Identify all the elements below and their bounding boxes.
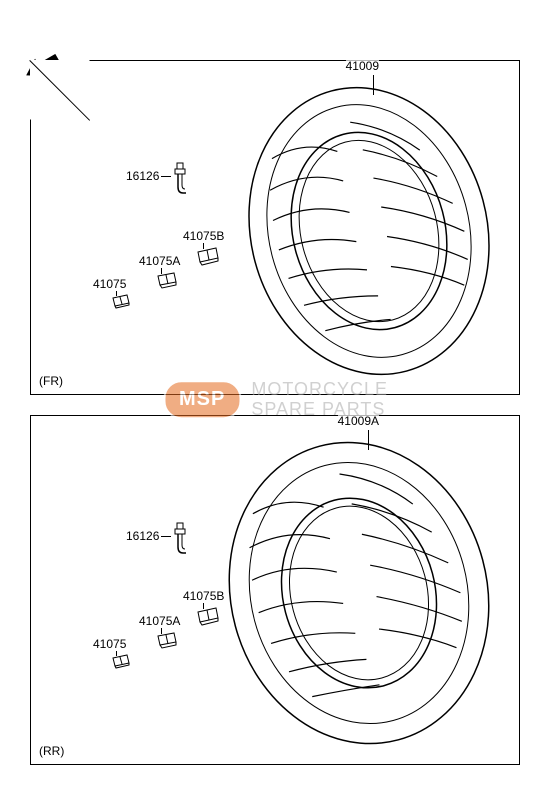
valve-rear bbox=[171, 521, 189, 561]
panel-front: 41009 16126 41075B bbox=[30, 60, 520, 395]
callout-valve-front: 16126 bbox=[126, 169, 159, 183]
callout-line bbox=[368, 430, 369, 450]
callout-valve-rear: 16126 bbox=[126, 529, 159, 543]
tire-front bbox=[239, 76, 499, 391]
panel-rear: 41009A 16126 41075B bbox=[30, 415, 520, 765]
tire-rear bbox=[219, 431, 499, 761]
callout-line bbox=[203, 243, 204, 249]
weight-c-rear bbox=[196, 606, 220, 631]
callout-tire-front: 41009 bbox=[346, 59, 379, 73]
weight-c-front bbox=[196, 246, 220, 271]
callout-weight-a-rear: 41075 bbox=[93, 637, 126, 651]
callout-weight-b-rear: 41075A bbox=[139, 614, 180, 628]
callout-weight-b-front: 41075A bbox=[139, 254, 180, 268]
callout-line bbox=[161, 536, 171, 537]
callout-weight-c-front: 41075B bbox=[183, 229, 224, 243]
callout-line bbox=[203, 603, 204, 609]
callout-line bbox=[373, 75, 374, 95]
weight-b-front bbox=[156, 271, 178, 294]
callout-line bbox=[161, 268, 162, 274]
weight-b-rear bbox=[156, 631, 178, 654]
callout-weight-a-front: 41075 bbox=[93, 277, 126, 291]
weight-a-front bbox=[111, 293, 131, 314]
panel-label-front: (FR) bbox=[39, 374, 63, 388]
weight-a-rear bbox=[111, 653, 131, 674]
callout-line bbox=[161, 176, 171, 177]
callout-weight-c-rear: 41075B bbox=[183, 589, 224, 603]
callout-tire-rear: 41009A bbox=[338, 414, 379, 428]
callout-line bbox=[161, 628, 162, 634]
panel-label-rear: (RR) bbox=[39, 744, 64, 758]
callout-line bbox=[116, 291, 117, 296]
valve-front bbox=[171, 161, 189, 201]
diagram-container: 41009 16126 41075B bbox=[20, 20, 531, 780]
callout-line bbox=[116, 651, 117, 656]
